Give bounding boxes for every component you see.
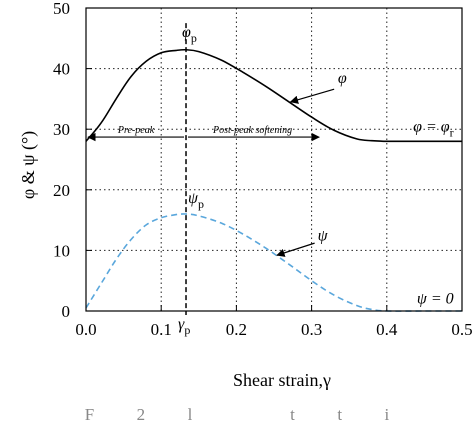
x-tick-label: 0.3 xyxy=(301,320,322,339)
grid-lines xyxy=(86,8,462,311)
y-tick-label: 30 xyxy=(53,120,70,139)
phi-pointer-arrow xyxy=(289,88,335,104)
x-tick-label: 0.5 xyxy=(451,320,472,339)
pre-peak-label: Pre-peak xyxy=(117,125,155,136)
psi-curve-label: ψ xyxy=(318,228,329,245)
y-tick-label: 50 xyxy=(53,0,70,18)
plot-border xyxy=(85,7,463,312)
psi-peak-label: ψp xyxy=(188,190,204,211)
phi-residual-label: φ = φr xyxy=(413,119,454,140)
gamma-peak-label: γp xyxy=(178,316,190,337)
phi-curve-label: φ xyxy=(338,70,347,87)
y-tick-label: 10 xyxy=(53,241,70,260)
phi-peak-label: φp xyxy=(182,24,197,45)
x-tick-label: 0.0 xyxy=(75,320,96,339)
psi-zero-label: ψ = 0 xyxy=(417,291,454,308)
y-tick-label: 0 xyxy=(62,302,71,321)
psi-pointer-arrow xyxy=(276,242,315,257)
plot-frame xyxy=(85,7,463,312)
x-tick-label: 0.4 xyxy=(376,320,398,339)
post-peak-label: Post-peak softening xyxy=(212,125,292,136)
x-axis-title: Shear strain,γ xyxy=(233,370,331,390)
axis-ticks: 0.0 0.1 0.2 0.3 0.4 0.5 0 10 20 30 40 50 xyxy=(53,0,473,339)
series-layer xyxy=(85,48,462,312)
figure-caption: F 2 l t t i xyxy=(85,405,390,424)
x-tick-label: 0.1 xyxy=(151,320,172,339)
phi-line xyxy=(85,48,462,143)
x-tick-label: 0.2 xyxy=(226,320,247,339)
y-tick-label: 20 xyxy=(53,181,70,200)
y-axis-title: φ & ψ (°) xyxy=(18,131,39,199)
annotations: Pre-peak Post-peak softening φp ψp γp φ ψ φ = φ… xyxy=(87,23,454,337)
y-tick-label: 40 xyxy=(53,60,70,79)
psi-line xyxy=(85,213,462,312)
